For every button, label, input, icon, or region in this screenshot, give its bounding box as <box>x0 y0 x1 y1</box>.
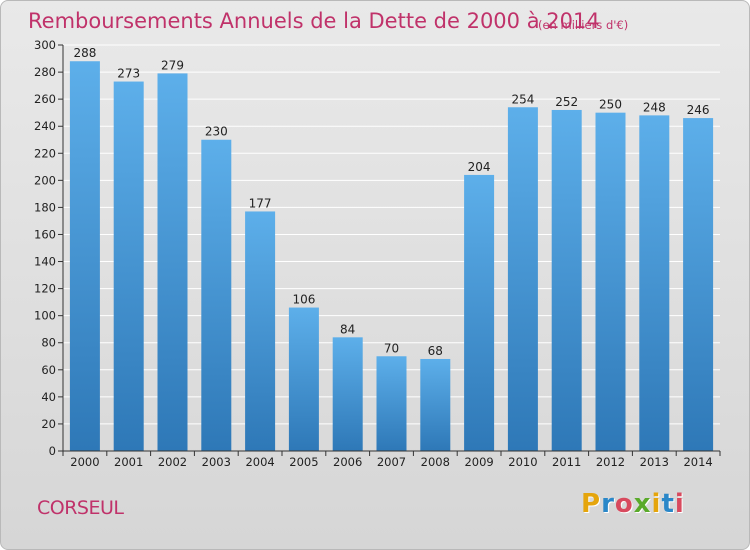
data-label-2008: 68 <box>428 344 443 358</box>
y-tick-label-280: 280 <box>34 65 56 79</box>
bar-2000 <box>69 61 100 452</box>
y-tick-label-20: 20 <box>41 417 56 431</box>
bar-2004 <box>245 211 276 451</box>
data-label-2004: 177 <box>249 196 272 210</box>
x-tick-label-2006: 2006 <box>333 455 362 469</box>
data-label-2011: 252 <box>555 95 578 109</box>
data-label-2010: 254 <box>511 92 534 106</box>
y-tick-label-220: 220 <box>34 146 56 160</box>
y-tick-label-60: 60 <box>41 363 56 377</box>
x-tick-label-2013: 2013 <box>640 455 669 469</box>
x-tick-label-2012: 2012 <box>596 455 625 469</box>
axes: 0 20 40 60 80 100 120 140 160 180 200 220 240 260 280 3… <box>34 38 721 469</box>
bar-2006 <box>332 337 363 451</box>
y-tick-label-160: 160 <box>34 227 56 241</box>
x-tick-label-2010: 2010 <box>508 455 537 469</box>
x-tick-label-2008: 2008 <box>421 455 450 469</box>
y-tick-label-200: 200 <box>34 173 56 187</box>
data-label-2012: 250 <box>599 98 622 112</box>
bar-2001 <box>113 81 144 451</box>
y-tick-label-40: 40 <box>41 390 56 404</box>
data-label-2014: 246 <box>687 103 710 117</box>
bar-2003 <box>201 139 232 451</box>
bar-2007 <box>376 356 407 451</box>
y-tick-label-100: 100 <box>34 309 56 323</box>
x-tick-label-2001: 2001 <box>114 455 143 469</box>
bar-2010 <box>507 107 538 452</box>
y-tick-label-260: 260 <box>34 92 56 106</box>
data-label-2013: 248 <box>643 100 666 114</box>
proxiti-logo[interactable]: Proxiti <box>581 489 685 519</box>
bar-2012 <box>595 112 626 452</box>
y-tick-label-0: 0 <box>49 444 56 458</box>
data-label-2009: 204 <box>468 160 491 174</box>
commune-name: CORSEUL <box>37 497 124 519</box>
bar-2002 <box>157 73 188 452</box>
y-tick-label-140: 140 <box>34 255 56 269</box>
x-tick-label-2002: 2002 <box>158 455 187 469</box>
x-tick-label-2007: 2007 <box>377 455 406 469</box>
data-label-2003: 230 <box>205 125 228 139</box>
bar-2011 <box>551 109 582 452</box>
bar-2013 <box>639 115 670 451</box>
bar-2005 <box>288 307 319 451</box>
data-label-2006: 84 <box>340 322 355 336</box>
bar-2008 <box>420 358 451 451</box>
data-label-2007: 70 <box>384 341 399 355</box>
y-tick-label-180: 180 <box>34 200 56 214</box>
data-label-2000: 288 <box>73 46 96 60</box>
bar-2014 <box>683 118 714 451</box>
x-tick-label-2000: 2000 <box>70 455 99 469</box>
chart-subtitle: (en milliers d'€) <box>538 18 629 32</box>
data-labels: 288 273 279 230 177 106 84 70 68 204 254 252 250 248 2… <box>73 46 709 358</box>
bars <box>69 61 714 452</box>
x-tick-label-2003: 2003 <box>202 455 231 469</box>
x-tick-label-2014: 2014 <box>683 455 712 469</box>
x-tick-label-2004: 2004 <box>245 455 274 469</box>
x-tick-label-2011: 2011 <box>552 455 581 469</box>
chart-title: Remboursements Annuels de la Dette de 20… <box>28 9 600 33</box>
y-tick-label-240: 240 <box>34 119 56 133</box>
y-tick-label-120: 120 <box>34 282 56 296</box>
data-label-2001: 273 <box>117 67 140 81</box>
data-label-2005: 106 <box>292 293 315 307</box>
x-tick-label-2005: 2005 <box>289 455 318 469</box>
x-tick-label-2009: 2009 <box>464 455 493 469</box>
y-tick-label-300: 300 <box>34 38 56 52</box>
bar-2009 <box>464 174 495 452</box>
data-label-2002: 279 <box>161 58 184 72</box>
y-tick-label-80: 80 <box>41 336 56 350</box>
